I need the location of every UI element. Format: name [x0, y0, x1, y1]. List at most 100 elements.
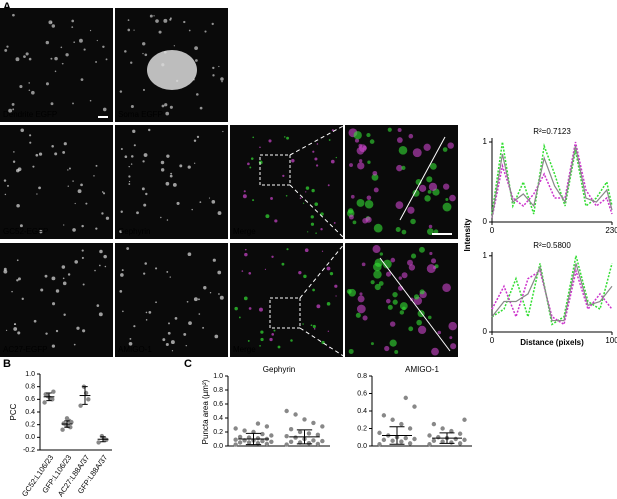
speck [165, 111, 170, 116]
speck [172, 183, 177, 187]
speck [128, 180, 131, 183]
speck [352, 220, 357, 225]
speck [199, 201, 202, 203]
speck [32, 165, 35, 168]
speck [61, 265, 66, 269]
speck [429, 162, 437, 170]
speck [62, 277, 65, 280]
speck [270, 197, 273, 200]
y-tick-label: 0.0 [213, 443, 223, 450]
speck [169, 105, 173, 109]
data-point [297, 429, 303, 435]
speck [160, 168, 165, 172]
speck [51, 344, 56, 348]
speck [431, 347, 439, 356]
speck [77, 189, 82, 194]
speck [411, 253, 417, 259]
x-tick-label: 0 [490, 226, 495, 235]
speck [312, 324, 316, 329]
speck [250, 157, 254, 160]
speck [168, 322, 170, 325]
speck [124, 155, 128, 159]
chart-title: Gephyrin [263, 365, 295, 374]
speck [356, 304, 366, 314]
speck [148, 311, 152, 314]
speck [104, 265, 107, 268]
speck [6, 184, 9, 187]
speck [127, 19, 130, 21]
speck [45, 82, 49, 86]
micrograph [0, 243, 113, 357]
speck [13, 327, 18, 331]
speck [373, 223, 383, 233]
y-tick-label: 0.0 [25, 434, 35, 441]
data-point [260, 438, 265, 444]
speck [196, 135, 200, 139]
speck [63, 224, 65, 226]
speck [161, 104, 165, 108]
speck [447, 142, 454, 149]
speck [176, 201, 180, 205]
speck [260, 330, 264, 334]
speck [302, 323, 304, 325]
speck [410, 218, 416, 225]
speck [120, 210, 123, 213]
speck [358, 159, 363, 163]
speck [142, 42, 146, 46]
data-point [320, 424, 325, 429]
speck [128, 165, 130, 168]
speck [171, 350, 174, 352]
speck [286, 136, 290, 140]
data-point [288, 427, 294, 432]
speck [166, 219, 169, 221]
speck [17, 331, 21, 335]
speck [442, 147, 448, 152]
speck [83, 48, 86, 51]
speck [126, 247, 130, 250]
y-tick-label: 0.6 [357, 390, 367, 397]
speck [285, 194, 288, 197]
data-point [78, 403, 83, 408]
speck [443, 183, 450, 190]
image-label: Gephyrin [118, 227, 150, 236]
speck [243, 296, 248, 301]
data-point [51, 389, 56, 394]
data-point [431, 421, 437, 427]
speck [127, 28, 131, 32]
speck [60, 46, 63, 49]
speck [310, 222, 315, 226]
speck [315, 232, 317, 234]
speck [362, 315, 368, 321]
speck [82, 283, 85, 286]
speck [401, 229, 407, 235]
speck [165, 181, 170, 186]
data-point [233, 437, 238, 442]
speck [354, 138, 360, 143]
speck [392, 291, 398, 298]
y-tick-label: 0.2 [357, 425, 367, 432]
speck [372, 245, 381, 254]
speck [217, 211, 222, 215]
speck [199, 106, 203, 110]
speck [145, 311, 148, 314]
speck [258, 160, 263, 165]
data-point [431, 438, 437, 443]
speck [428, 224, 433, 229]
speck [219, 295, 224, 300]
speck [396, 137, 403, 143]
zoom-line [289, 124, 346, 156]
x-axis-label: Distance (pixels) [520, 338, 584, 347]
speck [437, 330, 442, 335]
speck [160, 216, 162, 219]
speck [244, 252, 248, 257]
speck [412, 148, 422, 158]
speck [320, 228, 323, 231]
speck [12, 108, 15, 111]
speck [394, 349, 399, 354]
data-point [306, 441, 312, 446]
speck [214, 334, 219, 339]
data-point [457, 431, 463, 436]
speck [299, 197, 302, 199]
speck [85, 202, 88, 205]
speck [249, 166, 252, 169]
